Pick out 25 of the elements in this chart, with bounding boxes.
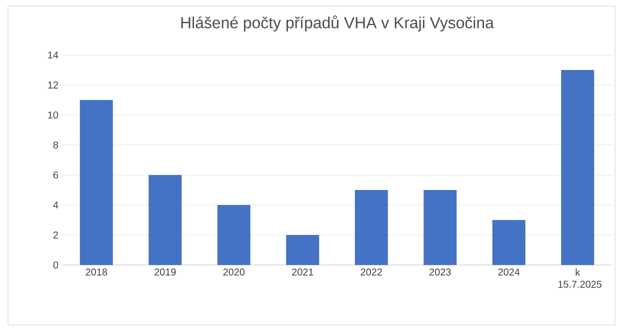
bar [354,190,388,265]
bar [561,70,594,265]
x-tick-label: 2023 [430,268,451,276]
bar [492,220,526,265]
y-tick-label: 14 [48,52,58,58]
x-tick-label: k 15.7.2025 [558,268,602,288]
bar [286,235,320,265]
y-tick-label: 2 [53,232,58,238]
y-tick-label: 10 [48,111,58,119]
y-tick-label: 8 [53,141,58,149]
y-tick-label: 0 [53,261,58,269]
x-tick-label: 2022 [360,268,382,276]
x-tick-label: 2021 [292,268,314,276]
x-tick-label: 2018 [86,268,108,276]
bar [80,100,113,265]
x-tick-label: 2019 [154,268,176,276]
y-tick-label: 6 [53,171,58,179]
bar [148,175,182,265]
y-tick-label: 12 [48,82,58,88]
y-tick-label: 4 [53,202,58,208]
bar [217,205,250,265]
chart-title: Hlášené počty případů VHA v Kraji Vysočina [181,15,494,32]
x-tick-label: 2020 [223,268,245,276]
x-tick-label: 2024 [498,268,520,276]
bar [424,190,457,265]
